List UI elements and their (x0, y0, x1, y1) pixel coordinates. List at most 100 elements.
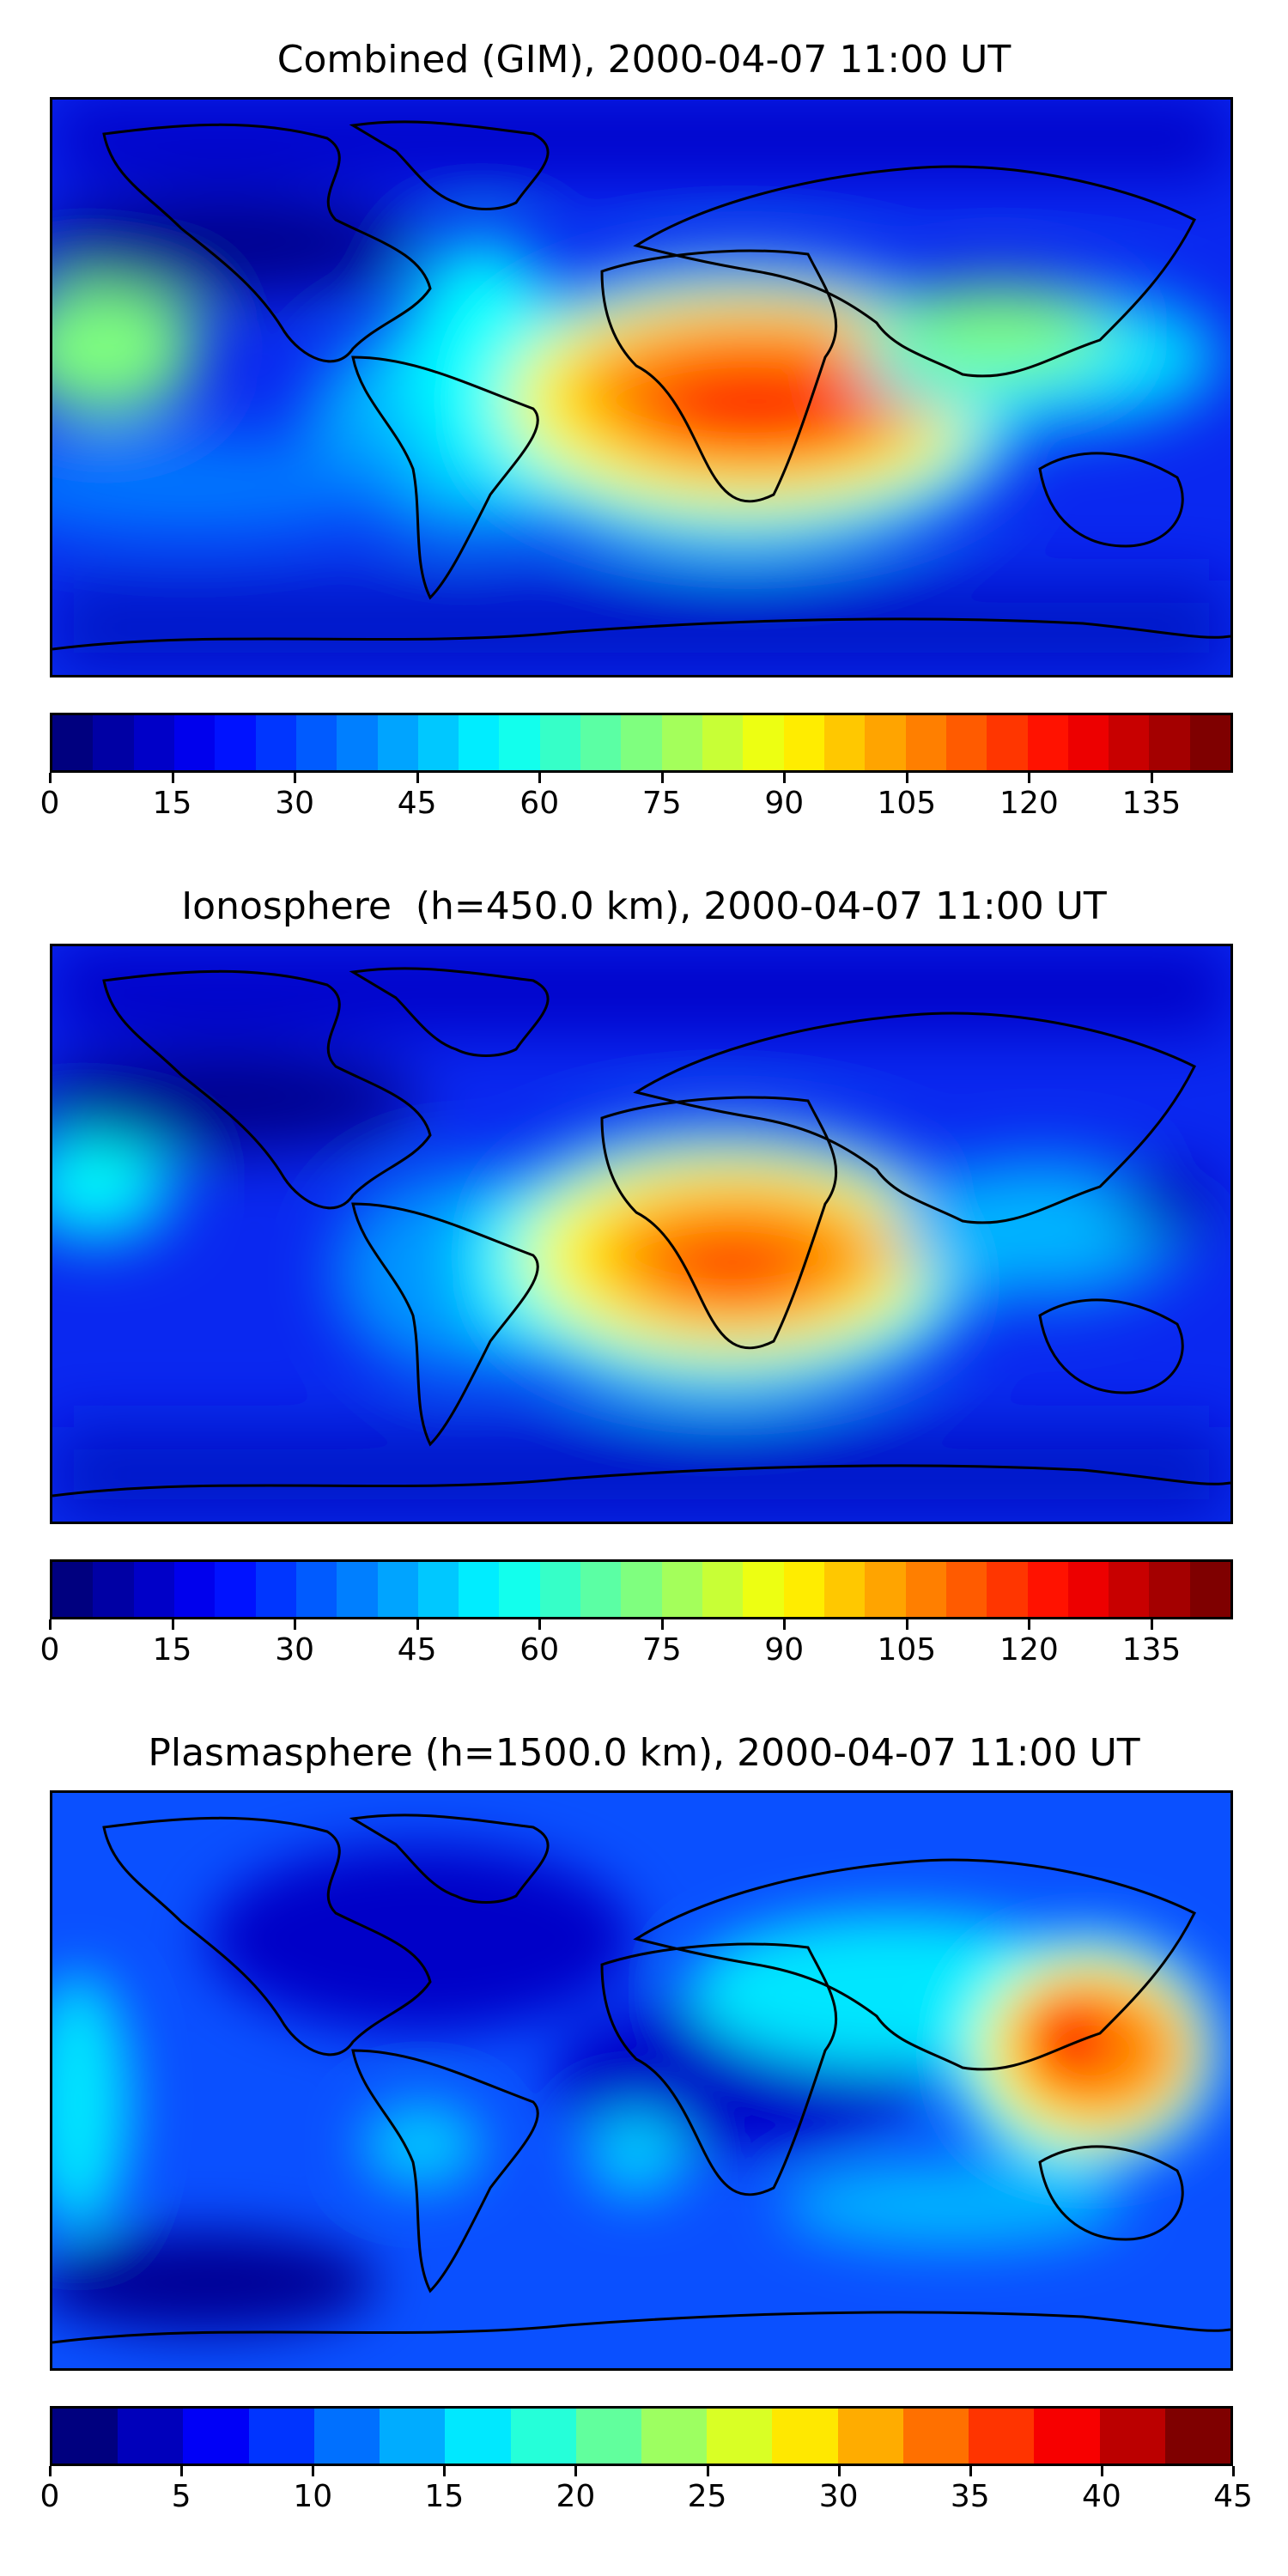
panel-title-ionosphere: Ionosphere (h=450.0 km), 2000-04-07 11:0… (181, 884, 1107, 928)
colorbar-segment (702, 715, 744, 770)
colorbar-segment (93, 715, 134, 770)
tec-field-combined (52, 100, 1230, 675)
colorbar-tick-mark (905, 1619, 908, 1630)
colorbar-segment (1109, 1562, 1150, 1617)
colorbar-tick-label: 40 (1081, 2479, 1121, 2514)
colorbar-segment (539, 715, 581, 770)
colorbar-segment (945, 1562, 987, 1617)
colorbar-tick-label: 5 (171, 2479, 191, 2514)
colorbar-tick-label: 15 (152, 786, 192, 821)
colorbar-segment (417, 1562, 459, 1617)
colorbar-tick-mark (49, 2466, 52, 2476)
colorbar-segment (377, 1562, 418, 1617)
colorbar-segment (499, 715, 540, 770)
tec-field-plasmasphere (52, 1844, 1220, 2334)
colorbar-segment (183, 2409, 249, 2464)
colorbar-segment (783, 1562, 824, 1617)
colorbar-tick-mark (180, 2466, 184, 2476)
colorbar-segment (823, 715, 866, 770)
colorbar-segment (1067, 1562, 1109, 1617)
colorbar-segment (255, 715, 296, 770)
colorbar-tick-label: 120 (999, 1632, 1059, 1668)
colorbar-tick-mark (1100, 2466, 1103, 2476)
colorbar-segment (945, 715, 987, 770)
colorbar-segment (255, 1562, 296, 1617)
colorbar-segment (987, 1562, 1028, 1617)
colorbar-segment (248, 2409, 314, 2464)
coastlines-combined (52, 120, 1230, 651)
panel-title-plasmasphere: Plasmasphere (h=1500.0 km), 2000-04-07 1… (148, 1731, 1140, 1775)
map-ionosphere (50, 944, 1233, 1524)
coastlines-ionosphere (52, 967, 1230, 1498)
colorbar-segment (539, 1562, 581, 1617)
colorbar-tick-label: 0 (39, 2479, 60, 2514)
colorbar-segment (621, 715, 662, 770)
colorbar-tick-mark (312, 2466, 315, 2476)
colorbar-ionosphere (50, 1559, 1233, 1619)
colorbar-segment (337, 1562, 378, 1617)
colorbar-tick-label: 60 (519, 1632, 560, 1668)
colorbar-segment (118, 2409, 184, 2464)
colorbar-segment (1189, 1562, 1231, 1617)
colorbar-tick-mark (1150, 773, 1153, 783)
colorbar-tick-mark (783, 773, 787, 783)
colorbar-segment (215, 715, 256, 770)
colorbar-segment (580, 1562, 622, 1617)
colorbar-segment (1099, 2409, 1165, 2464)
colorbar-segment (459, 1562, 500, 1617)
colorbar-segment (1067, 715, 1109, 770)
colorbar-segment (743, 715, 784, 770)
colorbar-segment (772, 2409, 838, 2464)
colorbar-segment (1034, 2409, 1100, 2464)
colorbar-segment (295, 715, 337, 770)
colorbar-segment (337, 715, 378, 770)
colorbar-segment (1027, 1562, 1068, 1617)
colorbar-tick-mark (905, 773, 908, 783)
colorbar-tick-label: 105 (877, 1632, 937, 1668)
colorbar-segment (865, 715, 906, 770)
colorbar-tick-label: 45 (1213, 2479, 1253, 2514)
colorbar-segment (1164, 2409, 1230, 2464)
colorbar-tick-mark (783, 1619, 787, 1630)
colorbar-tick-label: 75 (641, 1632, 682, 1668)
colorbar-tick-mark (837, 2466, 841, 2476)
colorbar-ticks-combined: 0 15 30 45 60 75 90 105 120 135 (40, 773, 1233, 824)
colorbar-segment (702, 1562, 744, 1617)
colorbar-tick-label: 15 (424, 2479, 465, 2514)
colorbar-tick-mark (538, 773, 542, 783)
colorbar-tick-label: 0 (39, 786, 60, 821)
colorbar-segment (969, 2409, 1035, 2464)
colorbar-tick-label: 90 (764, 1632, 805, 1668)
colorbar-tick-label: 135 (1121, 786, 1182, 821)
colorbar-segment (173, 1562, 216, 1617)
colorbar-segment (1149, 1562, 1190, 1617)
colorbar-tick-label: 105 (877, 786, 937, 821)
colorbar-segment (743, 1562, 784, 1617)
colorbar-segment (215, 1562, 256, 1617)
colorbar-segment (837, 2409, 903, 2464)
colorbar-tick-mark (49, 773, 52, 783)
colorbar-tick-label: 90 (764, 786, 805, 821)
colorbar-ticks-ionosphere: 0 15 30 45 60 75 90 105 120 135 (40, 1619, 1233, 1671)
colorbar-segment (133, 1562, 174, 1617)
colorbar-tick-mark (443, 2466, 447, 2476)
colorbar-tick-label: 20 (556, 2479, 596, 2514)
coastlines-plasmasphere (52, 1814, 1230, 2344)
map-plot-plasmasphere (52, 1793, 1230, 2368)
colorbar-segment (133, 715, 174, 770)
colorbar-segment (902, 2409, 969, 2464)
colorbar-tick-mark (538, 1619, 542, 1630)
colorbar-segment (661, 1562, 702, 1617)
colorbar-segment (1149, 715, 1190, 770)
colorbar-segment (661, 715, 702, 770)
colorbar-tick-mark (1150, 1619, 1153, 1630)
colorbar-segment (459, 715, 500, 770)
colorbar-tick-label: 10 (293, 2479, 333, 2514)
colorbar-tick-mark (171, 1619, 174, 1630)
colorbar-tick-mark (416, 1619, 419, 1630)
colorbar-tick-mark (1028, 773, 1031, 783)
colorbar-combined (50, 713, 1233, 773)
colorbar-segment (641, 2409, 708, 2464)
colorbar-tick-label: 30 (275, 1632, 314, 1668)
colorbar-ticks-plasmasphere: 0 5 10 15 20 25 30 35 40 45 (40, 2466, 1253, 2518)
